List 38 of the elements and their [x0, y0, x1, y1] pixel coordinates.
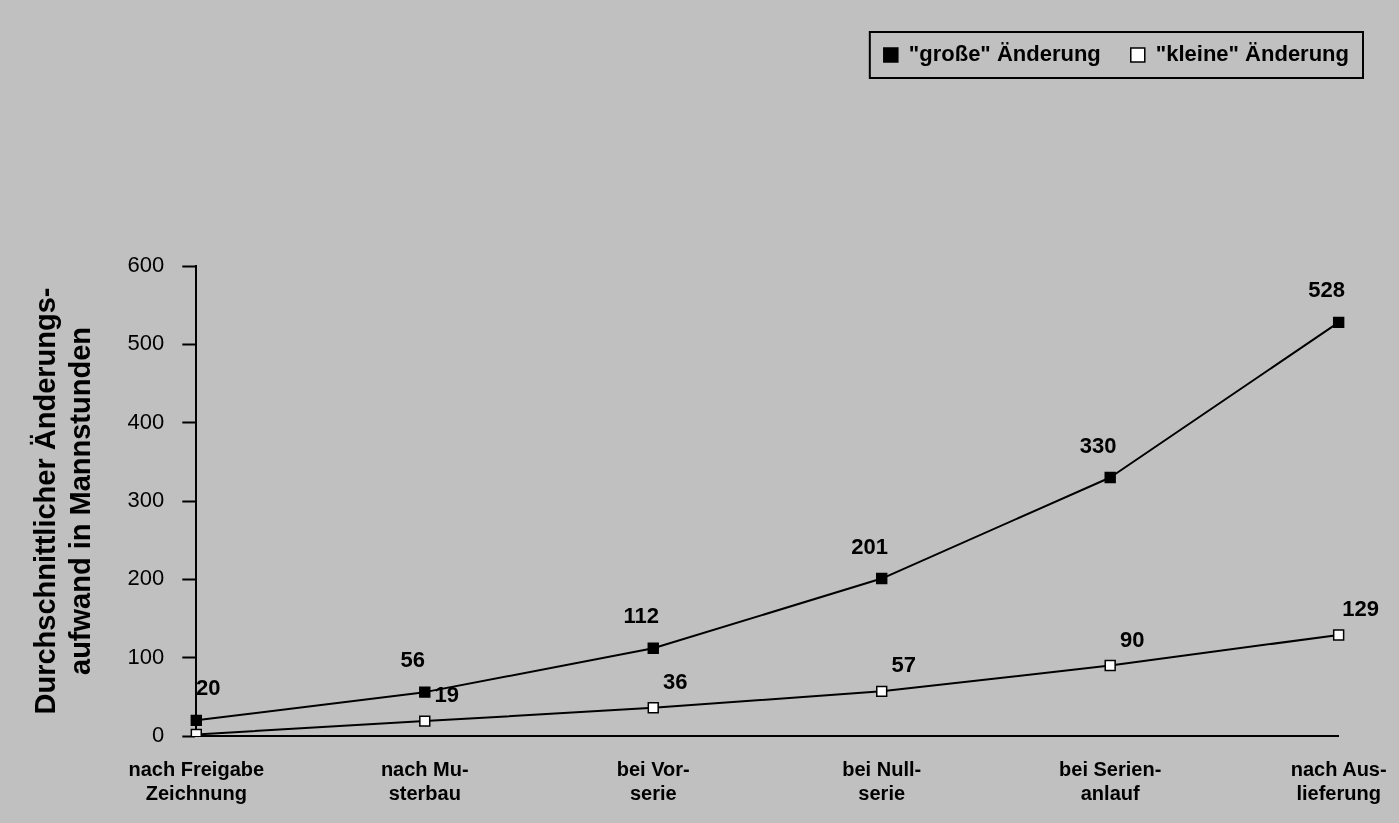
y-tick-label: 200: [127, 565, 165, 591]
point: [1104, 471, 1116, 484]
data-label: 129: [1342, 596, 1380, 622]
x-tick-label: bei Vor- serie: [616, 757, 690, 804]
point: [1332, 316, 1345, 329]
point: [876, 685, 888, 698]
y-tick-label: 400: [127, 408, 165, 434]
legend-label: "große" Änderung: [908, 41, 1101, 67]
legend-label: "kleine" Änderung: [1155, 41, 1350, 67]
data-label: 330: [1079, 432, 1117, 458]
data-label: 201: [851, 533, 889, 559]
x-tick-label: bei Serien- anlauf: [1059, 757, 1162, 804]
point: [647, 642, 659, 654]
point: [876, 572, 888, 585]
point: [190, 714, 203, 727]
point: [419, 686, 431, 698]
data-label: 36: [663, 668, 688, 694]
data-label: 112: [623, 603, 659, 629]
data-label: 57: [891, 652, 916, 678]
data-label: 90: [1119, 626, 1145, 652]
point: [1104, 659, 1116, 672]
data-label: 19: [434, 682, 460, 708]
y-tick-label: 500: [127, 330, 165, 356]
point: [419, 715, 431, 727]
y-axis-title: Durchschnittlicher Änderungs- aufwand in Mannstunden: [29, 287, 97, 715]
point: [1332, 629, 1345, 641]
x-tick-label: nach Freigabe Zeichnung: [128, 757, 265, 804]
x-tick-label: nach Aus- lieferung: [1290, 757, 1387, 804]
x-tick-label: bei Null- serie: [842, 757, 922, 804]
data-label: 20: [196, 675, 221, 701]
data-label: 56: [400, 647, 426, 673]
y-tick-label: 0: [152, 722, 165, 748]
y-tick-label: 600: [127, 252, 165, 278]
y-tick-label: 300: [127, 487, 165, 513]
point: [647, 702, 659, 714]
y-tick-label: 100: [127, 643, 165, 669]
data-label: 528: [1308, 277, 1346, 303]
x-tick-label: nach Mu- sterbau: [380, 757, 469, 804]
